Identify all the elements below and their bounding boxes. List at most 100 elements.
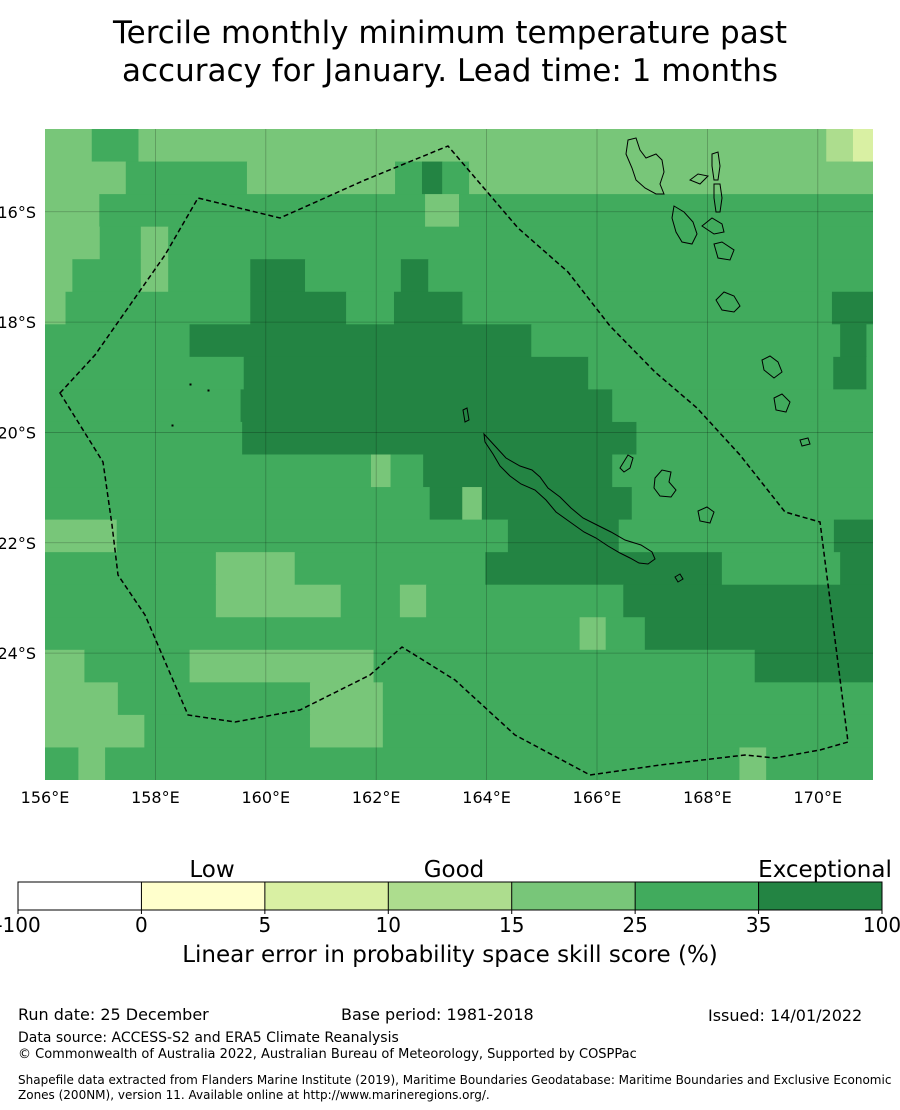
run-date: Run date: 25 December [18, 1005, 209, 1024]
colorbar-box [141, 882, 265, 910]
skill-cell [72, 259, 142, 293]
skill-cell [138, 129, 827, 163]
skill-cell [45, 259, 73, 293]
skill-cell [395, 161, 423, 195]
skill-cell [428, 259, 873, 293]
isle-of-pines [674, 573, 684, 583]
graticule [45, 129, 873, 780]
x-tick-label: 156°E [21, 788, 70, 807]
skill-cell [618, 519, 835, 553]
colorbar-title: Linear error in probability space skill … [182, 942, 718, 968]
vanuatu-espiritu-santo [625, 137, 665, 195]
skill-cell [866, 324, 873, 358]
skill-cell [45, 682, 119, 716]
colorbar-boxes [17, 881, 883, 911]
y-tick-label: 24°S [0, 644, 36, 663]
y-tick-label: 16°S [0, 203, 36, 222]
colorbar-category-labels: Low Good Exceptional [189, 857, 891, 883]
skill-cell [45, 584, 217, 618]
skill-cell [370, 454, 392, 488]
skill-grid-cells [45, 129, 873, 780]
skill-cell [215, 584, 342, 618]
colorbar-tick-label: 15 [499, 913, 524, 937]
x-tick-label: 166°E [573, 788, 622, 807]
loyalty-island-3 [697, 506, 715, 524]
colorbar-box [18, 882, 142, 910]
skill-cell [840, 324, 868, 358]
skill-cell [45, 356, 245, 390]
skill-cell [168, 226, 873, 260]
colorbar-box [388, 882, 512, 910]
colorbar-tick-label: -100 [0, 913, 41, 937]
skill-cell [485, 552, 723, 586]
vanuatu-island-a [711, 151, 721, 181]
colorbar-tick-label: 0 [135, 913, 148, 937]
skill-cell [612, 454, 873, 488]
skill-cell [612, 389, 873, 423]
skill-cell [631, 487, 873, 521]
skill-cell [840, 552, 873, 586]
islet-3 [189, 383, 192, 386]
skill-cell [766, 747, 873, 780]
skill-cell [45, 324, 191, 358]
data-source: Data source: ACCESS-S2 and ERA5 Climate … [18, 1030, 399, 1046]
colorbar-tick-label: 100 [863, 913, 900, 937]
skill-cell [140, 226, 169, 260]
skill-cell [852, 129, 873, 163]
skill-cell [429, 487, 463, 521]
skill-score-map: 156°E 158°E 160°E 162°E 164°E 166°E 168°E 170°E… [0, 129, 873, 807]
y-tick-label: 22°S [0, 534, 36, 553]
vanuatu-erromango [715, 291, 741, 313]
skill-cell [240, 389, 613, 423]
skill-cell [45, 291, 67, 325]
skill-cell [65, 291, 251, 325]
islet-1 [799, 437, 811, 447]
shapefile-credit-1: Shapefile data extracted from Flanders M… [18, 1073, 892, 1087]
skill-cell [45, 161, 127, 195]
skill-cell [426, 584, 624, 618]
skill-cell [309, 714, 384, 749]
vanuatu-island-b [688, 173, 710, 185]
skill-cell [382, 682, 873, 716]
colorbar-box [264, 882, 389, 910]
skill-cell [507, 519, 620, 553]
skill-cell [294, 552, 486, 586]
skill-cell [45, 389, 242, 423]
skill-cell [373, 649, 756, 683]
skill-cell [400, 259, 429, 293]
skill-cell [45, 194, 100, 228]
skill-cell [45, 617, 581, 651]
y-tick-labels: 16°S 18°S 20°S 22°S 24°S [0, 203, 36, 663]
new-caledonia-coastline [483, 432, 656, 565]
issued-date: Issued: 14/01/2022 [708, 1006, 863, 1025]
skill-cell [340, 584, 401, 618]
skill-cell [242, 421, 638, 456]
vanuatu-efate [701, 217, 725, 235]
vanuatu-tanna [761, 355, 783, 379]
colorbar-category-label: Low [189, 857, 234, 883]
x-tick-label: 162°E [352, 788, 401, 807]
colorbar-tick-label: 5 [258, 913, 271, 937]
skill-cell [45, 226, 101, 260]
skill-cell [45, 129, 93, 163]
skill-cell [579, 617, 607, 651]
skill-cell [636, 421, 873, 456]
islet-5 [171, 424, 174, 427]
skill-cell [346, 291, 395, 325]
colorbar-tick-label: 10 [376, 913, 401, 937]
colorbar-frame [17, 881, 883, 911]
skill-cell [105, 747, 741, 780]
colorbar-box [511, 882, 636, 910]
colorbar-tick-labels: -100 0 5 10 15 25 35 100 [0, 910, 900, 937]
skill-cell [754, 649, 873, 683]
skill-cell [644, 617, 873, 651]
y-tick-label: 20°S [0, 423, 36, 442]
skill-cell [833, 356, 867, 390]
colorbar: Low Good Exceptional -100 0 5 10 15 25 35 100 [0, 857, 900, 937]
skill-cell [168, 259, 251, 293]
x-tick-label: 164°E [462, 788, 511, 807]
skill-cell [250, 291, 347, 325]
skill-cell [45, 714, 145, 749]
skill-cell [91, 129, 140, 163]
skill-cell [399, 584, 427, 618]
